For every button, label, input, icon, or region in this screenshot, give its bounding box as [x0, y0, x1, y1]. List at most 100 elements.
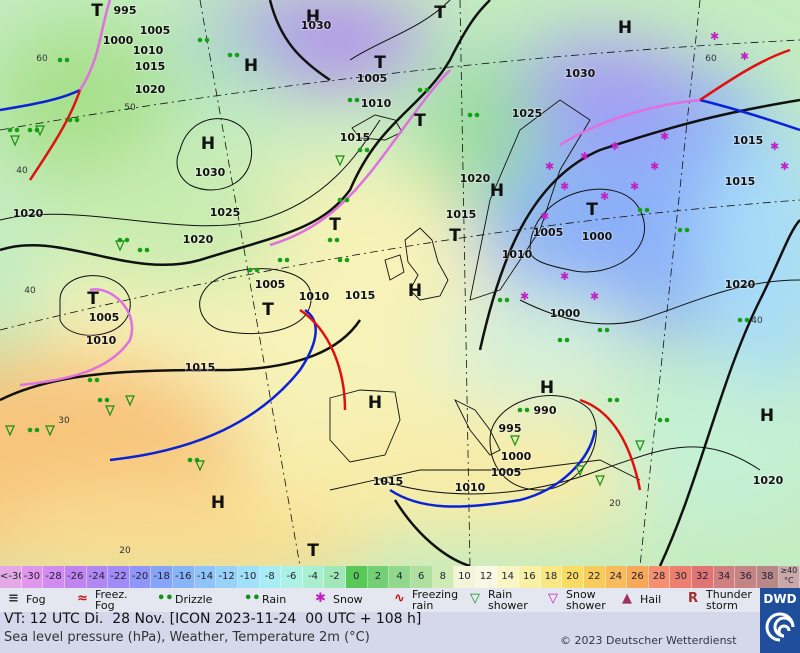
rain-symbol — [354, 97, 360, 103]
scale-cell: 20 — [562, 566, 584, 588]
rain-symbol — [337, 257, 343, 263]
rain-symbol — [744, 317, 750, 323]
scale-cell: 22 — [583, 566, 606, 588]
pressure-center: T — [449, 226, 461, 246]
snow-symbol: ✱ — [590, 290, 599, 303]
pressure-center: T — [414, 111, 426, 131]
isobar-label: 1030 — [301, 19, 332, 32]
rain-symbol — [187, 457, 193, 463]
rain-symbol — [474, 112, 480, 118]
snow-symbol: ✱ — [650, 160, 659, 173]
rain-symbol — [644, 207, 650, 213]
temperature-label: 50 — [124, 103, 136, 113]
shower-symbol — [635, 440, 645, 452]
rain-symbol — [124, 237, 130, 243]
isobar-label: 1010 — [86, 334, 117, 347]
rain-symbol — [227, 52, 233, 58]
scale-cell: 10 — [454, 566, 476, 588]
scale-cell: -6 — [281, 566, 303, 588]
pressure-center: T — [329, 215, 341, 235]
symbol-icon: R — [688, 591, 699, 606]
rain-symbol — [87, 377, 93, 383]
pressure-center: T — [434, 3, 446, 23]
isobar-label: 1005 — [255, 278, 286, 291]
fronts — [0, 0, 800, 508]
pressure-center: H — [540, 378, 554, 398]
pressure-center: H — [760, 406, 774, 426]
pressure-center: T — [586, 200, 598, 220]
rain-symbol — [684, 227, 690, 233]
rain-symbol — [557, 337, 563, 343]
scale-cell: -18 — [151, 566, 173, 588]
shower-symbol — [5, 425, 15, 437]
scale-cell: 30 — [670, 566, 692, 588]
scale-cell: -30 — [21, 566, 44, 588]
temperature-label: 40 — [751, 316, 763, 326]
isobar-label: 1020 — [135, 83, 166, 96]
shower-symbol — [595, 475, 605, 487]
isobar-label: 1005 — [533, 226, 564, 239]
isobar-label: 1015 — [725, 175, 756, 188]
scale-cell: -22 — [108, 566, 130, 588]
symbol-icon: •• — [244, 591, 261, 606]
symbol-icon: ▽ — [548, 591, 558, 606]
isobar-label: 1015 — [733, 134, 764, 147]
rain-symbol — [104, 397, 110, 403]
scale-cell: -2 — [324, 566, 346, 588]
temperature-label: 30 — [58, 416, 70, 426]
symbol-label: Snow — [333, 593, 363, 606]
pressure-center: T — [87, 289, 99, 309]
rain-symbol — [424, 87, 430, 93]
scale-cell: 8 — [432, 566, 455, 588]
rain-symbol — [7, 127, 13, 133]
isobar-label: 1020 — [460, 172, 491, 185]
isobar-label: 1025 — [210, 206, 241, 219]
snow-symbol: ✱ — [540, 210, 549, 223]
snow-symbol: ✱ — [545, 160, 554, 173]
rain-symbol — [467, 112, 473, 118]
symbol-icon: ✱ — [315, 591, 326, 606]
rain-symbol — [327, 237, 333, 243]
rain-symbol — [27, 127, 33, 133]
snow-symbol: ✱ — [610, 140, 619, 153]
pressure-center: H — [306, 7, 320, 27]
symbol-icon: ≈ — [77, 591, 88, 606]
symbol-legend: ≡ Fog ≈ Freez. Fog •• Drizzle •• Rain ✱ Snow ∿ Free… — [0, 588, 760, 612]
isobar-label: 1005 — [357, 72, 388, 85]
shower-symbol — [105, 405, 115, 417]
symbol-label: Freezing rain — [412, 588, 459, 612]
pressure-center: H — [244, 56, 258, 76]
rain-symbol — [597, 327, 603, 333]
symbol-icon: •• — [157, 591, 174, 606]
rain-symbol — [14, 127, 20, 133]
symbol-label: Thunder storm — [706, 588, 752, 612]
copyright: © 2023 Deutscher Wetterdienst — [560, 634, 737, 647]
weather-symbols: ✱✱✱✱✱✱✱✱✱✱✱✱✱✱✱✱ — [5, 30, 789, 487]
footer: VT: 12 UTC Di. 28 Nov. [ICON 2023-11-24 … — [0, 611, 760, 653]
rain-symbol — [364, 147, 370, 153]
shower-symbol — [575, 465, 585, 477]
temperature-label: 40 — [16, 166, 28, 176]
snow-symbol: ✱ — [660, 130, 669, 143]
isobar-label: 1000 — [103, 34, 134, 47]
rain-symbol — [284, 257, 290, 263]
rain-symbol — [737, 317, 743, 323]
scale-cell: -10 — [237, 566, 260, 588]
snow-symbol: ✱ — [520, 290, 529, 303]
symbol-icon: ∿ — [394, 591, 405, 606]
scale-cell: -16 — [173, 566, 195, 588]
rain-symbol — [197, 37, 203, 43]
rain-symbol — [664, 417, 670, 423]
rain-symbol — [67, 117, 73, 123]
rain-symbol — [247, 267, 253, 273]
scale-cell: 18 — [540, 566, 563, 588]
scale-cell: -8 — [259, 566, 282, 588]
symbol-label: Hail — [640, 593, 662, 606]
isobar-label: 1015 — [185, 361, 216, 374]
symbol-label: Freez. Fog — [95, 588, 128, 612]
rain-symbol — [337, 197, 343, 203]
isobar-label: 1000 — [582, 230, 613, 243]
temperature-label: 20 — [119, 546, 131, 556]
pressure-center: T — [91, 1, 103, 21]
